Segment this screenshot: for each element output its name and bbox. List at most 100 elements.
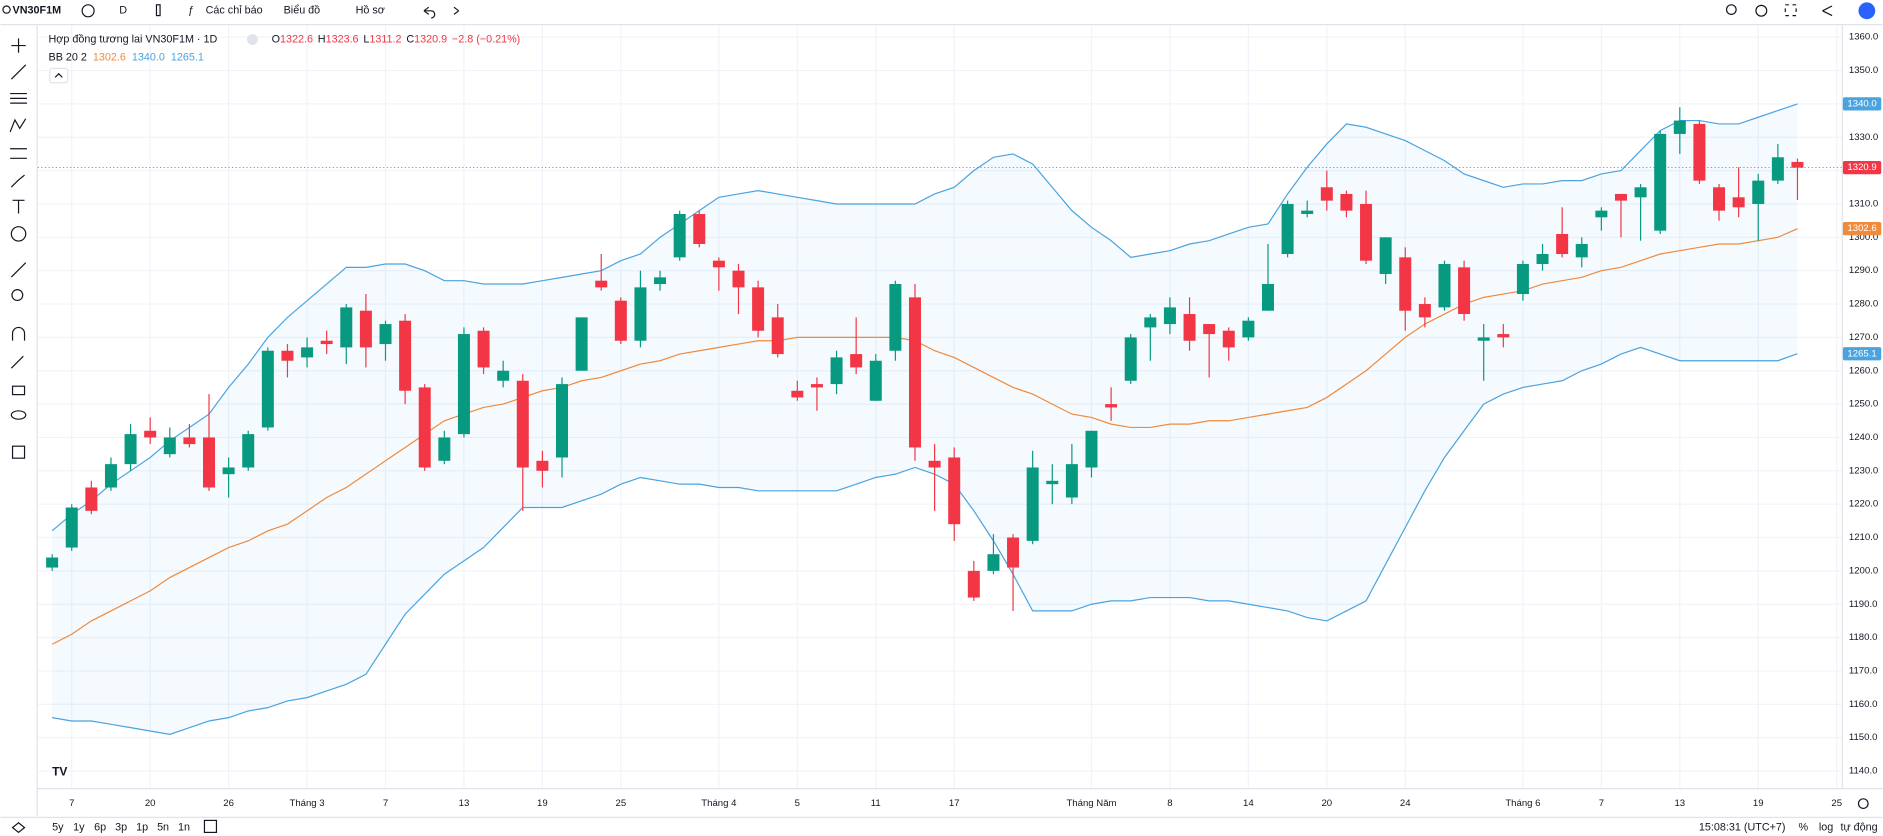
interval[interactable]: D (119, 5, 127, 17)
zoom-button[interactable] (1725, 4, 1737, 15)
range-button[interactable]: 3p (115, 821, 127, 833)
settings-button[interactable] (1755, 4, 1768, 17)
candle-body (1085, 430, 1098, 468)
candle-body (869, 360, 882, 401)
range-button[interactable]: 1y (73, 821, 85, 833)
range-button[interactable]: 1p (136, 821, 148, 833)
candle-body (948, 457, 961, 525)
candle-body (673, 213, 686, 258)
y-tick-label: 1290.0 (1849, 265, 1878, 276)
candle-body (1654, 133, 1667, 231)
fib-tool[interactable] (10, 92, 27, 104)
x-tick-label: 25 (1831, 798, 1842, 809)
candle-body (379, 324, 392, 345)
auto-toggle[interactable]: tự động (1840, 821, 1877, 833)
hide-tool[interactable] (10, 410, 27, 420)
candle-body (1026, 467, 1039, 541)
range-button[interactable]: 5n (157, 821, 169, 833)
x-tick-label: 11 (871, 798, 881, 809)
candle-body (516, 380, 529, 468)
layers-button[interactable] (11, 822, 26, 834)
fullscreen-button[interactable] (1784, 4, 1797, 17)
candle-body (1771, 157, 1784, 181)
candle-body (771, 317, 784, 355)
candle-body (595, 280, 608, 288)
undo-button[interactable] (423, 6, 436, 19)
candle-body (830, 357, 843, 385)
price-tag-label: 1320.9 (1847, 162, 1876, 173)
x-tick-label: Tháng Năm (1066, 798, 1116, 809)
candle-body (614, 300, 627, 341)
redo-button[interactable] (453, 6, 460, 15)
x-tick-label: 17 (949, 798, 960, 809)
percent-toggle[interactable]: % (1798, 821, 1808, 833)
stay-drawing-tool[interactable] (10, 355, 24, 369)
candle-body (928, 460, 941, 468)
brush-tool[interactable] (10, 174, 25, 188)
chart-menu[interactable]: Biểu đồ (284, 5, 321, 17)
candle-body (1261, 284, 1274, 311)
candle-body (1320, 187, 1333, 201)
y-tick-label: 1270.0 (1849, 332, 1878, 343)
axis-settings[interactable] (1857, 798, 1869, 810)
band-fill (52, 103, 1798, 735)
y-tick-label: 1260.0 (1849, 365, 1878, 376)
share-button[interactable] (1822, 5, 1833, 17)
ohlc-legend: O1322.6 H1323.6 L1311.2 C1320.9 −2.8 (−0.21%… (272, 33, 521, 45)
candle-body (634, 287, 647, 341)
chart-type-button[interactable] (155, 4, 161, 17)
ohlc-key: O (272, 33, 280, 45)
zoom-tool[interactable] (11, 289, 24, 302)
x-tick-label: 13 (1674, 798, 1685, 809)
crosshair-tool[interactable] (11, 38, 26, 53)
date-range-button[interactable] (203, 819, 218, 834)
candle-body (654, 277, 667, 285)
range-button[interactable]: 5y (52, 821, 64, 833)
band-line (52, 346, 1798, 735)
search-icon[interactable] (2, 5, 11, 14)
candle-body (1713, 187, 1726, 211)
lock-tool[interactable] (11, 385, 26, 396)
top-toolbar: VN30F1M D ƒ Các chỉ báo Biểu đồ Hồ sơ (0, 2, 1883, 26)
x-tick-label: 7 (69, 798, 74, 809)
price-tag (1842, 347, 1882, 361)
candle-body (889, 284, 902, 351)
prediction-tool[interactable] (10, 148, 27, 159)
y-tick-label: 1220.0 (1849, 499, 1878, 510)
logo[interactable] (1858, 2, 1876, 20)
candle-body (163, 437, 176, 455)
indicators[interactable]: Các chỉ báo (206, 5, 263, 17)
text-tool[interactable] (12, 199, 25, 214)
candle-body (1595, 210, 1608, 218)
candle-body (1203, 324, 1216, 335)
magnet-tool[interactable] (11, 326, 26, 341)
indicator-name: BB 20 2 (49, 51, 87, 63)
legend: Hợp đồng tương lai VN30F1M · 1D O1322.6 H… (49, 33, 521, 84)
bottom-bar: 15:08:31 (UTC+7) % log tự động 5y 1y 6p 3p 1… (52, 819, 1878, 834)
range-button[interactable]: 6p (94, 821, 106, 833)
ruler-tool[interactable] (10, 262, 27, 278)
candle-body (203, 437, 216, 488)
y-tick-label: 1170.0 (1849, 665, 1878, 676)
collapse-button[interactable] (49, 67, 69, 84)
x-tick-label: 24 (1400, 798, 1411, 809)
symbol[interactable]: VN30F1M (13, 5, 62, 17)
emoji-tool[interactable] (10, 226, 27, 242)
y-tick-label: 1280.0 (1849, 299, 1878, 310)
legend-menu[interactable] (247, 34, 258, 45)
range-button[interactable]: 1n (178, 821, 190, 833)
candle-body (1281, 203, 1294, 255)
ohlc-key: L (363, 33, 369, 45)
delete-tool[interactable] (11, 445, 26, 459)
trendline-tool[interactable] (10, 64, 27, 80)
ohlc-key: H (318, 33, 326, 45)
log-toggle[interactable]: log (1819, 821, 1833, 833)
compare-button[interactable] (81, 4, 95, 18)
profile-menu[interactable]: Hồ sơ (356, 5, 385, 17)
x-tick-label: 5 (795, 798, 800, 809)
pattern-tool[interactable] (9, 118, 27, 133)
x-tick-label: Tháng 4 (701, 798, 737, 809)
candle-body (1163, 307, 1176, 325)
candle-body (575, 317, 588, 371)
